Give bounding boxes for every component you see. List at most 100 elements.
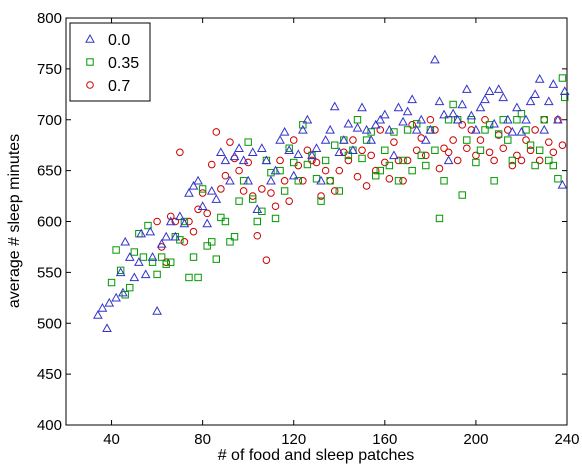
y-tick-label: 400 (37, 417, 62, 434)
data-point-series-2 (449, 136, 457, 144)
data-point-series-1 (130, 248, 139, 256)
data-point-series-0 (261, 155, 272, 165)
data-point-series-1 (326, 177, 334, 185)
data-point-series-2 (408, 121, 416, 129)
data-point-series-1 (317, 197, 325, 205)
data-point-series-2 (535, 156, 544, 165)
data-point-series-2 (440, 144, 448, 153)
data-point-series-1 (126, 283, 134, 292)
data-point-series-2 (344, 156, 353, 165)
data-point-series-0 (534, 74, 545, 83)
data-point-series-2 (526, 146, 535, 155)
data-point-series-2 (522, 136, 530, 144)
data-point-series-1 (198, 185, 207, 193)
data-point-series-1 (139, 253, 148, 261)
data-point-series-0 (243, 175, 254, 185)
data-point-series-1 (299, 121, 307, 129)
data-point-series-0 (389, 150, 399, 160)
data-point-series-0 (352, 122, 363, 132)
data-point-series-1 (535, 146, 544, 154)
data-point-series-0 (498, 92, 509, 102)
data-point-series-1 (107, 278, 116, 287)
data-point-series-0 (316, 175, 326, 185)
data-point-series-0 (416, 114, 427, 124)
data-point-series-2 (472, 151, 480, 160)
data-point-series-0 (140, 269, 151, 279)
data-point-series-1 (116, 266, 125, 275)
data-point-series-2 (376, 126, 385, 134)
data-point-series-2 (371, 166, 380, 175)
data-point-series-0 (120, 236, 131, 246)
data-point-series-0 (152, 306, 162, 315)
data-point-series-1 (390, 128, 398, 136)
data-point-series-1 (531, 161, 539, 170)
data-point-series-1 (417, 151, 425, 160)
data-point-series-1 (517, 109, 526, 118)
data-point-series-0 (118, 287, 128, 297)
data-point-series-0 (197, 201, 208, 210)
data-point-series-0 (134, 257, 144, 266)
data-point-series-1 (335, 187, 343, 195)
data-point-series-2 (180, 238, 189, 246)
data-point-series-2 (485, 148, 494, 157)
x-axis-title: # of food and sleep patches (218, 447, 415, 464)
y-tick-label: 800 (37, 10, 62, 27)
data-point-series-0 (252, 204, 263, 213)
data-point-series-1 (121, 291, 129, 299)
legend-label-0: 0.0 (108, 32, 130, 49)
data-point-series-0 (97, 302, 108, 312)
y-tick-label: 550 (37, 264, 62, 281)
data-point-series-0 (452, 114, 463, 124)
data-point-series-2 (490, 156, 498, 165)
data-point-series-0 (104, 297, 115, 307)
data-point-series-0 (375, 114, 386, 124)
data-point-series-1 (285, 144, 293, 152)
data-point-series-0 (188, 180, 199, 190)
data-point-series-0 (521, 114, 531, 124)
data-point-series-2 (426, 115, 435, 124)
data-point-series-1 (440, 177, 448, 185)
data-point-series-2 (303, 146, 312, 155)
data-point-series-1 (408, 166, 416, 175)
data-point-series-0 (434, 96, 445, 106)
data-point-series-0 (111, 292, 121, 302)
data-point-series-1 (513, 116, 521, 124)
data-point-series-1 (185, 273, 193, 282)
data-point-series-0 (489, 118, 499, 128)
data-point-series-1 (508, 156, 517, 165)
data-point-series-0 (293, 149, 304, 159)
data-point-series-2 (463, 144, 471, 153)
data-point-series-2 (321, 166, 330, 175)
data-point-series-0 (557, 179, 568, 189)
data-point-series-0 (553, 114, 563, 124)
data-point-series-0 (430, 54, 440, 64)
data-point-series-1 (157, 253, 166, 261)
data-point-series-0 (325, 124, 336, 134)
data-point-series-0 (384, 124, 395, 134)
x-tick-label: 200 (463, 431, 488, 448)
data-point-series-1 (180, 217, 189, 226)
data-point-series-1 (331, 141, 339, 149)
data-point-series-0 (407, 94, 417, 104)
data-point-series-1 (526, 141, 535, 149)
legend-marker-2 (86, 81, 94, 89)
data-point-series-2 (308, 156, 316, 165)
data-point-series-1 (481, 126, 489, 134)
data-point-series-0 (411, 124, 422, 134)
data-point-series-0 (471, 124, 481, 134)
data-point-series-1 (148, 258, 157, 266)
data-point-series-1 (381, 146, 389, 154)
data-point-series-0 (229, 151, 240, 161)
data-point-series-0 (175, 211, 185, 221)
data-point-series-1 (472, 158, 480, 167)
data-point-series-2 (176, 148, 184, 157)
data-point-series-2 (358, 146, 366, 155)
data-point-series-0 (439, 109, 449, 119)
data-point-series-2 (385, 174, 394, 183)
data-point-series-1 (290, 158, 298, 167)
data-point-series-1 (203, 242, 211, 250)
data-point-series-1 (504, 136, 512, 144)
data-point-series-0 (512, 102, 522, 112)
data-point-series-0 (559, 86, 570, 95)
